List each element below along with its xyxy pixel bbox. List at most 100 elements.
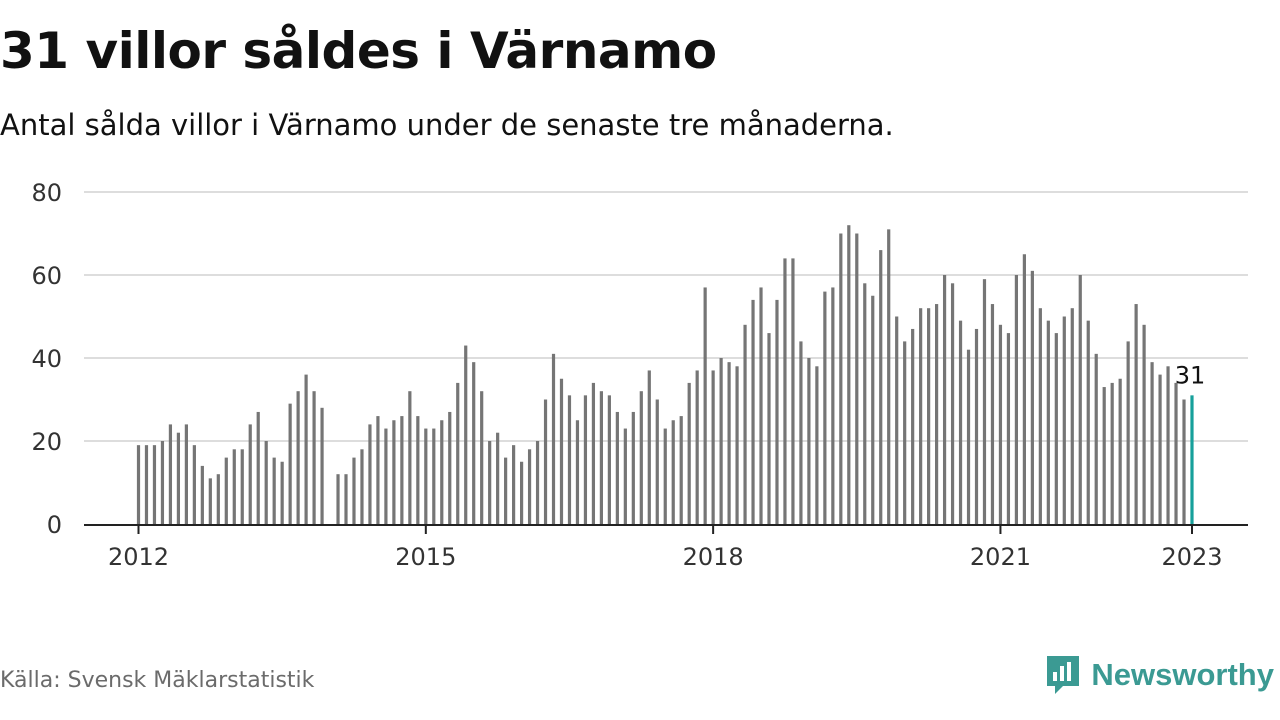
x-tick-label: 2021: [970, 543, 1031, 571]
x-tick-label: 2018: [683, 543, 744, 571]
bar: [990, 304, 995, 524]
bar: [208, 478, 212, 524]
chart-subtitle: Antal sålda villor i Värnamo under de se…: [0, 108, 894, 142]
bar: [144, 445, 149, 524]
bar: [1158, 374, 1162, 524]
bar: [1134, 304, 1138, 524]
bar: [543, 399, 548, 524]
bar-chart: 0 20 40 60 80 2012 2015 2018 2021 2023 31: [31, 179, 1248, 571]
bar: [631, 411, 635, 524]
bar: [1094, 353, 1098, 524]
x-tick-label: 2015: [395, 543, 456, 571]
chart-title: 31 villor såldes i Värnamo: [0, 22, 717, 80]
newsworthy-logo-icon: [1047, 656, 1080, 694]
bar: [823, 291, 827, 524]
bar: [807, 358, 811, 524]
bar: [831, 287, 835, 524]
bar: [895, 316, 899, 524]
bar: [1102, 387, 1106, 524]
bar: [966, 349, 971, 524]
bar: [216, 474, 220, 524]
bar: [136, 445, 141, 524]
bar: [671, 420, 675, 524]
bar: [296, 391, 300, 524]
bar: [336, 474, 340, 524]
y-tick-label: 60: [31, 262, 62, 290]
bar: [1142, 324, 1146, 524]
bar: [464, 345, 468, 524]
bar: [376, 416, 380, 524]
bar: [1054, 333, 1058, 524]
bar: [727, 362, 731, 524]
bar: [743, 324, 747, 524]
bar: [1062, 316, 1066, 524]
bar: [887, 229, 891, 524]
bar: [480, 391, 484, 524]
bar: [687, 382, 691, 524]
bar: [974, 328, 979, 524]
bar: [615, 411, 619, 524]
bar: [304, 374, 308, 524]
bar: [224, 457, 228, 524]
bar: [759, 287, 763, 524]
bar: [424, 428, 428, 524]
bar: [982, 279, 987, 524]
bar: [448, 411, 452, 524]
y-tick-label: 40: [31, 345, 62, 373]
bar: [1070, 308, 1074, 524]
bar: [863, 283, 867, 524]
bar: [360, 449, 364, 524]
x-tick-label: 2012: [108, 543, 169, 571]
bar: [256, 411, 260, 524]
bar: [248, 424, 252, 524]
bar: [320, 407, 324, 524]
bar: [871, 295, 875, 524]
bar: [200, 465, 204, 524]
bar: [847, 225, 851, 524]
bar: [504, 457, 508, 524]
y-tick-label: 80: [31, 179, 62, 207]
bar: [911, 328, 915, 524]
bar: [152, 445, 157, 524]
bar: [1014, 275, 1019, 524]
bar: [1126, 341, 1130, 524]
bar: [1030, 270, 1034, 524]
bar: [400, 416, 404, 524]
bar: [280, 461, 284, 524]
bar: [1166, 366, 1170, 524]
bar: [384, 428, 388, 524]
bar: [903, 341, 907, 524]
bar: [623, 428, 627, 524]
bar: [432, 428, 436, 524]
bar: [567, 395, 572, 524]
bar: [791, 258, 795, 524]
bar: [958, 320, 963, 524]
data-label: 31: [1175, 361, 1206, 389]
bar: [488, 441, 492, 524]
bar: [527, 449, 532, 524]
bar: [583, 395, 588, 524]
bar: [1078, 275, 1082, 524]
bar-highlight: [1190, 395, 1194, 524]
bar: [472, 362, 476, 524]
bar: [232, 449, 236, 524]
bar: [879, 250, 883, 524]
bar: [735, 366, 739, 524]
bar: [312, 391, 316, 524]
bar: [767, 333, 771, 524]
bar: [288, 403, 292, 524]
bar: [703, 287, 707, 524]
bar: [1118, 378, 1122, 524]
bar: [559, 378, 564, 524]
bar: [711, 370, 715, 524]
bar: [799, 341, 803, 524]
y-tick-label: 20: [31, 428, 62, 456]
bar: [639, 391, 643, 524]
bar: [352, 457, 356, 524]
bar: [440, 420, 444, 524]
bar: [1038, 308, 1042, 524]
bar: [519, 461, 524, 524]
brand-name: Newsworthy: [1091, 657, 1274, 692]
bar: [679, 416, 683, 524]
bar: [1110, 382, 1114, 524]
